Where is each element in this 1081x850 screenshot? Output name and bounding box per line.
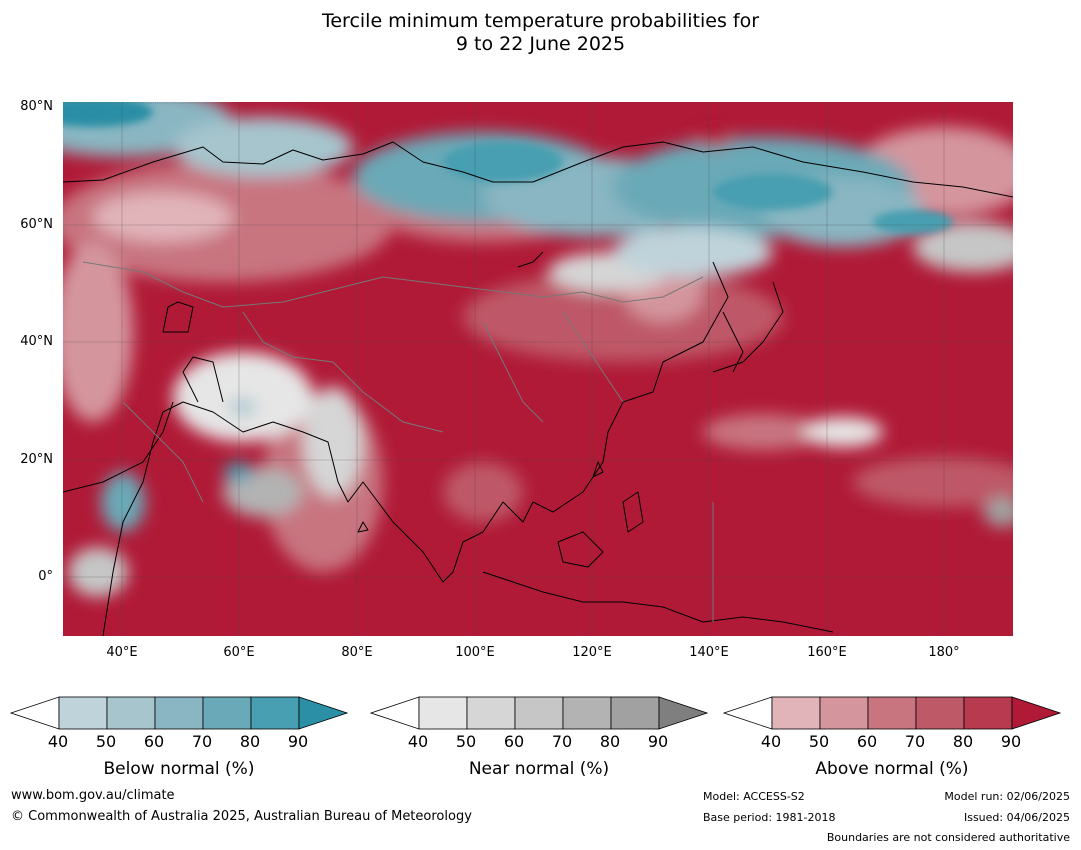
colorbar-above-normal bbox=[723, 696, 1061, 732]
colorbar-below-normal bbox=[10, 696, 348, 732]
map-title-line1: Tercile minimum temperature probabilitie… bbox=[321, 10, 760, 32]
colorbar-above-title: Above normal (%) bbox=[815, 759, 969, 779]
tick-label: 80 bbox=[239, 732, 261, 751]
lon-label-80e: 80°E bbox=[341, 645, 373, 660]
tick-label: 50 bbox=[808, 732, 830, 751]
tick-label: 40 bbox=[760, 732, 782, 751]
colorbar-extend-high bbox=[298, 696, 348, 730]
colorbar-near-swatches bbox=[370, 696, 708, 730]
lat-label-80n: 80°N bbox=[20, 99, 53, 114]
colorbar-swatch bbox=[915, 696, 965, 730]
base-period: Base period: 1981-2018 bbox=[703, 811, 836, 824]
tick-label: 70 bbox=[191, 732, 213, 751]
tick-label: 60 bbox=[503, 732, 525, 751]
colorbar-swatch bbox=[154, 696, 204, 730]
lat-label-20n: 20°N bbox=[20, 452, 53, 467]
colorbar-below-swatches bbox=[10, 696, 348, 730]
boundaries-disclaimer: Boundaries are not considered authoritat… bbox=[826, 831, 1070, 844]
colorbar-swatch bbox=[418, 696, 468, 730]
colorbar-near-normal bbox=[370, 696, 708, 732]
tick-label: 50 bbox=[95, 732, 117, 751]
lon-label-60e: 60°E bbox=[223, 645, 255, 660]
colorbar-swatch bbox=[610, 696, 660, 730]
tick-label: 70 bbox=[551, 732, 573, 751]
lat-label-40n: 40°N bbox=[20, 334, 53, 349]
model-run-date: Model run: 02/06/2025 bbox=[944, 790, 1070, 803]
lon-label-120e: 120°E bbox=[572, 645, 612, 660]
colorbar-swatch bbox=[106, 696, 156, 730]
lon-label-100e: 100°E bbox=[455, 645, 495, 660]
tick-label: 90 bbox=[287, 732, 309, 751]
lon-label-160e: 160°E bbox=[807, 645, 847, 660]
tick-label: 60 bbox=[143, 732, 165, 751]
tick-label: 80 bbox=[599, 732, 621, 751]
colorbar-extend-low bbox=[723, 696, 773, 730]
tick-label: 90 bbox=[1000, 732, 1022, 751]
lon-label-140e: 140°E bbox=[689, 645, 729, 660]
model-name: Model: ACCESS-S2 bbox=[703, 790, 805, 803]
colorbar-swatch bbox=[202, 696, 252, 730]
lon-label-180: 180° bbox=[928, 645, 960, 660]
bom-url[interactable]: www.bom.gov.au/climate bbox=[11, 788, 175, 803]
colorbar-below-title: Below normal (%) bbox=[103, 759, 255, 779]
colorbar-swatch bbox=[562, 696, 612, 730]
colorbar-above-swatches bbox=[723, 696, 1061, 730]
tick-label: 40 bbox=[47, 732, 69, 751]
colorbar-swatch bbox=[466, 696, 516, 730]
colorbar-extend-high bbox=[658, 696, 708, 730]
lon-label-40e: 40°E bbox=[106, 645, 138, 660]
tick-label: 60 bbox=[856, 732, 878, 751]
colorbar-swatch bbox=[771, 696, 821, 730]
colorbar-extend-low bbox=[370, 696, 420, 730]
colorbar-swatch bbox=[867, 696, 917, 730]
map-title-line2: 9 to 22 June 2025 bbox=[455, 33, 626, 55]
tick-label: 70 bbox=[904, 732, 926, 751]
tick-label: 90 bbox=[647, 732, 669, 751]
issued-date: Issued: 04/06/2025 bbox=[963, 811, 1070, 824]
colorbar-near-title: Near normal (%) bbox=[468, 759, 610, 779]
colorbar-extend-high bbox=[1011, 696, 1061, 730]
colorbar-swatch bbox=[963, 696, 1013, 730]
tick-label: 80 bbox=[952, 732, 974, 751]
copyright-notice: © Commonwealth of Australia 2025, Austra… bbox=[11, 809, 472, 824]
colorbar-swatch bbox=[514, 696, 564, 730]
tick-label: 50 bbox=[455, 732, 477, 751]
probability-map bbox=[63, 102, 1013, 636]
colorbar-swatch bbox=[58, 696, 108, 730]
colorbar-swatch bbox=[819, 696, 869, 730]
colorbar-swatch bbox=[250, 696, 300, 730]
lat-label-0: 0° bbox=[38, 569, 53, 584]
lat-label-60n: 60°N bbox=[20, 217, 53, 232]
colorbar-extend-low bbox=[10, 696, 60, 730]
tick-label: 40 bbox=[407, 732, 429, 751]
